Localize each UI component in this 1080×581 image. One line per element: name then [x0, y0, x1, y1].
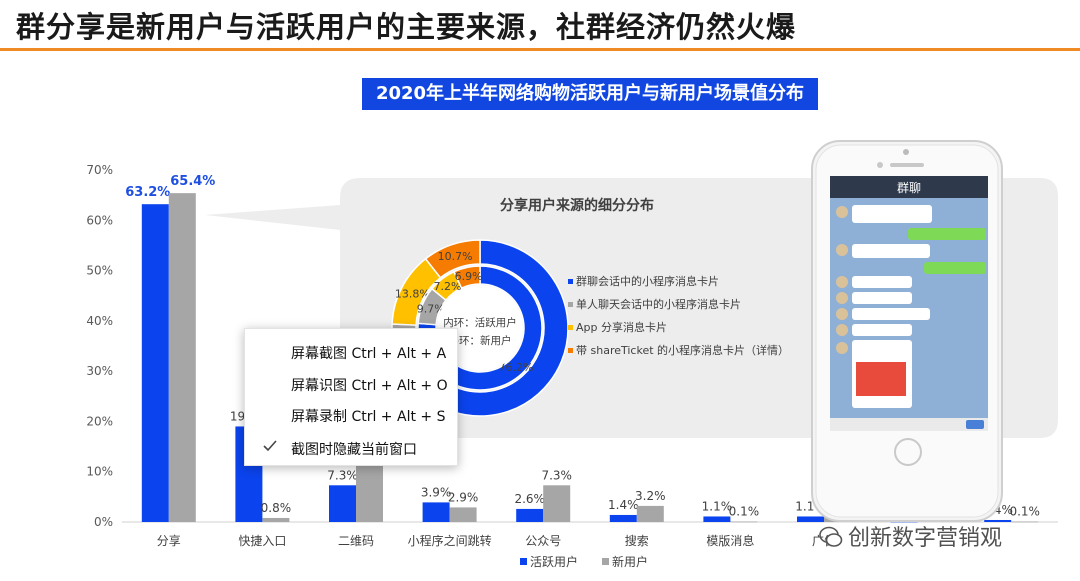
legend-swatch — [602, 558, 609, 565]
donut-center-label: 内环：活跃用户 — [443, 316, 517, 329]
bar-value-label: 2.9% — [448, 490, 479, 504]
outer-ring-label: 13.8% — [395, 287, 430, 300]
menu-item-screen-record[interactable]: 屏幕录制 Ctrl + Alt + S — [291, 409, 446, 425]
menu-item-image-recognition[interactable]: 屏幕识图 Ctrl + Alt + O — [291, 378, 448, 394]
bar-value-label: 63.2% — [125, 185, 170, 200]
bar-value-label: 7.3% — [327, 468, 358, 482]
bar-active — [141, 204, 169, 523]
bar-new — [168, 193, 196, 523]
x-tick-label: 快捷入口 — [238, 534, 286, 548]
donut-legend-swatch — [568, 325, 573, 330]
bar-new — [262, 517, 290, 522]
legend-swatch — [520, 558, 527, 565]
bar-new — [543, 485, 571, 522]
x-tick-label: 公众号 — [525, 534, 561, 548]
checkmark-icon — [263, 440, 277, 452]
menu-item-screenshot[interactable]: 屏幕截图 Ctrl + Alt + A — [291, 346, 447, 362]
chart-title: 2020年上半年网络购物活跃用户与新用户场景值分布 — [362, 78, 818, 110]
bar-value-label: 0.8% — [261, 501, 292, 515]
donut-title: 分享用户来源的细分分布 — [500, 197, 654, 214]
bar-chart: 0%10%20%30%40%50%60%70%63.2%65.4%分享19.0%… — [86, 163, 1058, 569]
outer-ring-label: 10.7% — [438, 250, 473, 263]
bar-value-label: 3.2% — [635, 489, 666, 503]
donut-legend-swatch — [568, 302, 573, 307]
x-tick-label: 二维码 — [338, 534, 374, 548]
y-tick-label: 10% — [86, 465, 113, 479]
bar-new — [636, 505, 664, 522]
y-tick-label: 0% — [94, 515, 113, 529]
bar-value-label: 2.6% — [514, 492, 545, 506]
x-tick-label: 小程序之间跳转 — [408, 533, 492, 548]
donut-legend-label: 带 shareTicket 的小程序消息卡片（详情） — [576, 343, 789, 357]
bar-active — [516, 508, 544, 522]
bar-value-label: 0.1% — [729, 504, 760, 518]
inner-ring-label: 6.9% — [455, 270, 483, 283]
bar-active — [422, 502, 450, 522]
watermark-text: 创新数字营销观 — [848, 526, 1003, 551]
y-tick-label: 20% — [86, 414, 113, 428]
y-tick-label: 40% — [86, 314, 113, 328]
donut-legend-label: App 分享消息卡片 — [576, 320, 667, 334]
inner-ring-label: 7.2% — [434, 280, 462, 293]
donut-legend-label: 单人聊天会话中的小程序消息卡片 — [576, 297, 741, 311]
y-tick-label: 60% — [86, 213, 113, 227]
context-menu[interactable]: 屏幕截图 Ctrl + Alt + A 屏幕识图 Ctrl + Alt + O … — [244, 328, 458, 466]
y-tick-label: 50% — [86, 264, 113, 278]
bar-new — [449, 507, 477, 522]
wechat-logo-icon — [819, 526, 843, 547]
phone-chat-title: 群聊 — [897, 181, 921, 195]
bar-active — [329, 485, 356, 522]
bar-active — [797, 516, 824, 522]
x-tick-label: 搜索 — [625, 533, 649, 548]
donut-center — [437, 285, 523, 371]
donut-legend-swatch — [568, 348, 573, 353]
bar-new — [1011, 521, 1039, 523]
inner-ring-segment — [452, 265, 481, 290]
donut-legend-label: 群聊会话中的小程序消息卡片 — [576, 274, 719, 288]
legend-label: 新用户 — [612, 554, 648, 569]
page-headline: 群分享是新用户与活跃用户的主要来源，社群经济仍然火爆 — [16, 10, 797, 44]
outer-ring-segment — [424, 239, 481, 279]
headline-divider — [0, 48, 1080, 51]
x-tick-label: 分享 — [157, 533, 181, 548]
donut-legend-swatch — [568, 279, 573, 284]
bar-active — [609, 514, 637, 522]
y-tick-label: 70% — [86, 163, 113, 177]
phone-mockup: 群聊 — [811, 140, 1003, 522]
bar-new — [356, 461, 383, 522]
menu-item-hide-window[interactable]: 截图时隐藏当前窗口 — [291, 442, 417, 458]
bar-new — [730, 521, 758, 523]
bar-active — [703, 516, 731, 522]
y-tick-label: 30% — [86, 364, 113, 378]
bar-value-label: 65.4% — [170, 174, 215, 189]
inner-ring-label: 9.7% — [417, 302, 445, 315]
x-tick-label: 模版消息 — [706, 533, 754, 548]
bar-value-label: 7.3% — [541, 468, 572, 482]
bar-active — [984, 519, 1012, 522]
bar-value-label: 3.9% — [421, 485, 452, 499]
bar-value-label: 1.4% — [608, 498, 639, 512]
donut-center-label: 外环：新用户 — [449, 334, 512, 347]
inner-ring-label: 76.2% — [499, 361, 534, 374]
bar-value-label: 1.1% — [702, 499, 733, 513]
legend-label: 活跃用户 — [530, 554, 578, 569]
bar-value-label: 0.1% — [1009, 504, 1040, 518]
